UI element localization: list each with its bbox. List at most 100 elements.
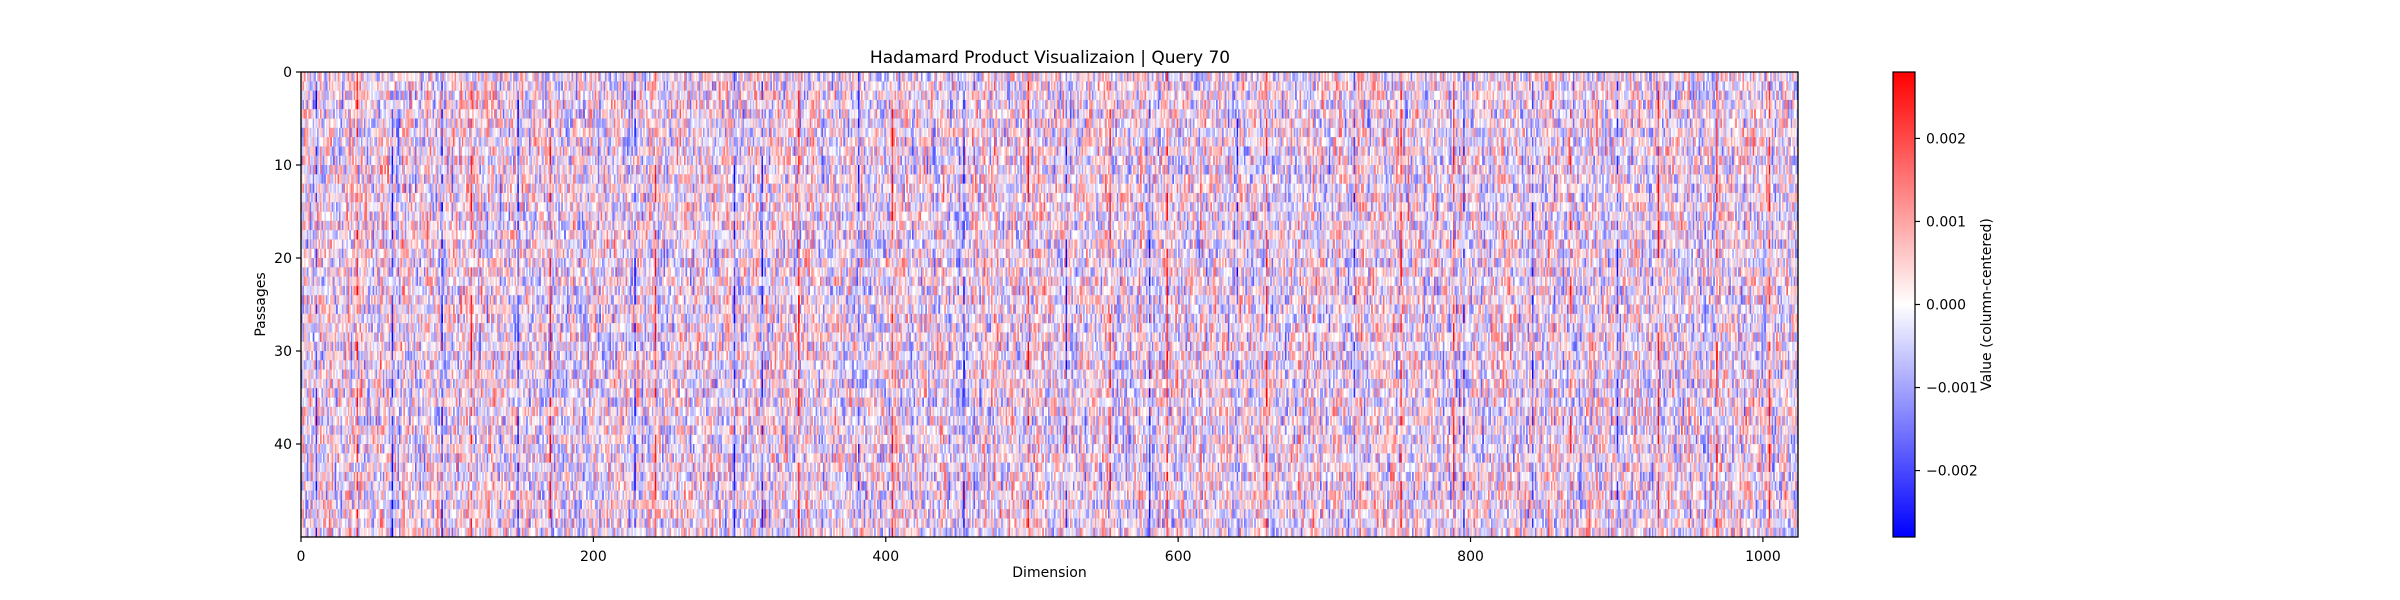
heatmap-cell (349, 230, 351, 240)
heatmap-cell (313, 323, 315, 333)
heatmap-cell (380, 165, 382, 175)
heatmap-cell (355, 230, 357, 240)
heatmap-cell (386, 518, 388, 528)
heatmap-cell (346, 435, 348, 445)
heatmap-cell (326, 128, 328, 138)
heatmap-cell (368, 444, 370, 454)
heatmap-cell (396, 267, 398, 277)
heatmap-cell (386, 435, 388, 445)
heatmap-cell (320, 528, 322, 538)
heatmap-cell (336, 109, 338, 119)
heatmap-cell (373, 425, 375, 435)
heatmap-cell (332, 81, 334, 91)
heatmap-cell (316, 146, 318, 156)
heatmap-cell (321, 351, 323, 361)
heatmap-cell (342, 156, 344, 166)
heatmap-cell (387, 156, 389, 166)
heatmap-cell (389, 146, 391, 156)
heatmap-cell (345, 463, 347, 473)
heatmap-cell (367, 81, 369, 91)
heatmap-cell (354, 239, 356, 249)
heatmap-cell (316, 137, 318, 147)
heatmap-cell (335, 128, 337, 138)
heatmap-cell (361, 472, 363, 482)
heatmap-cell (367, 481, 369, 491)
heatmap-cell (307, 72, 309, 82)
heatmap-cell (376, 91, 378, 101)
heatmap-cell (381, 295, 383, 305)
heatmap-cell (371, 491, 373, 501)
heatmap-cell (365, 81, 367, 91)
heatmap-cell (349, 388, 351, 398)
heatmap-cell (313, 109, 315, 119)
heatmap-cell (387, 370, 389, 380)
heatmap-cell (323, 314, 325, 324)
heatmap-cell (359, 379, 361, 389)
heatmap-cell (302, 528, 304, 538)
heatmap-cell (364, 351, 366, 361)
heatmap-cell (316, 472, 318, 482)
heatmap-cell (339, 416, 341, 426)
heatmap-cell (330, 463, 332, 473)
heatmap-cell (317, 286, 319, 296)
heatmap-cell (321, 258, 323, 268)
heatmap-cell (346, 323, 348, 333)
heatmap-cell (377, 481, 379, 491)
heatmap-cell (351, 370, 353, 380)
heatmap-cell (359, 277, 361, 287)
heatmap-cell (307, 239, 309, 249)
heatmap-cell (324, 267, 326, 277)
heatmap-cell (383, 230, 385, 240)
heatmap-cell (359, 444, 361, 454)
heatmap-cell (362, 174, 364, 184)
heatmap-cell (357, 463, 359, 473)
heatmap-cell (354, 109, 356, 119)
heatmap-cell (376, 193, 378, 203)
heatmap-cell (338, 109, 340, 119)
heatmap-cell (317, 407, 319, 417)
heatmap-cell (393, 323, 395, 333)
heatmap-cell (380, 286, 382, 296)
heatmap-cell (371, 305, 373, 315)
heatmap-cell (374, 305, 376, 315)
heatmap-cell (359, 221, 361, 231)
heatmap-cell (383, 370, 385, 380)
heatmap-cell (395, 137, 397, 147)
heatmap-cell (307, 286, 309, 296)
heatmap-cell (339, 156, 341, 166)
heatmap-cell (316, 481, 318, 491)
heatmap-cell (330, 156, 332, 166)
heatmap-cell (370, 239, 372, 249)
heatmap-cell (349, 295, 351, 305)
heatmap-cell (383, 398, 385, 408)
heatmap-cell (336, 295, 338, 305)
heatmap-cell (386, 202, 388, 212)
heatmap-cell (324, 258, 326, 268)
heatmap-cell (359, 528, 361, 538)
heatmap-cell (386, 463, 388, 473)
heatmap-cell (351, 388, 353, 398)
heatmap-cell (346, 379, 348, 389)
heatmap-cell (396, 342, 398, 352)
heatmap-cell (365, 481, 367, 491)
heatmap-cell (333, 332, 335, 342)
heatmap-cell (368, 351, 370, 361)
heatmap-cell (390, 388, 392, 398)
heatmap-cell (357, 258, 359, 268)
heatmap-cell (359, 128, 361, 138)
heatmap-cell (314, 518, 316, 528)
heatmap-cell (367, 230, 369, 240)
heatmap-cell (339, 332, 341, 342)
heatmap-cell (374, 165, 376, 175)
heatmap-cell (323, 518, 325, 528)
heatmap-cell (384, 230, 386, 240)
heatmap-cell (313, 221, 315, 231)
heatmap-cell (308, 221, 310, 231)
heatmap-cell (333, 100, 335, 110)
heatmap-cell (365, 137, 367, 147)
heatmap-cell (395, 435, 397, 445)
heatmap-cell (304, 314, 306, 324)
heatmap-cell (330, 174, 332, 184)
heatmap-cell (380, 277, 382, 287)
heatmap-cell (381, 398, 383, 408)
